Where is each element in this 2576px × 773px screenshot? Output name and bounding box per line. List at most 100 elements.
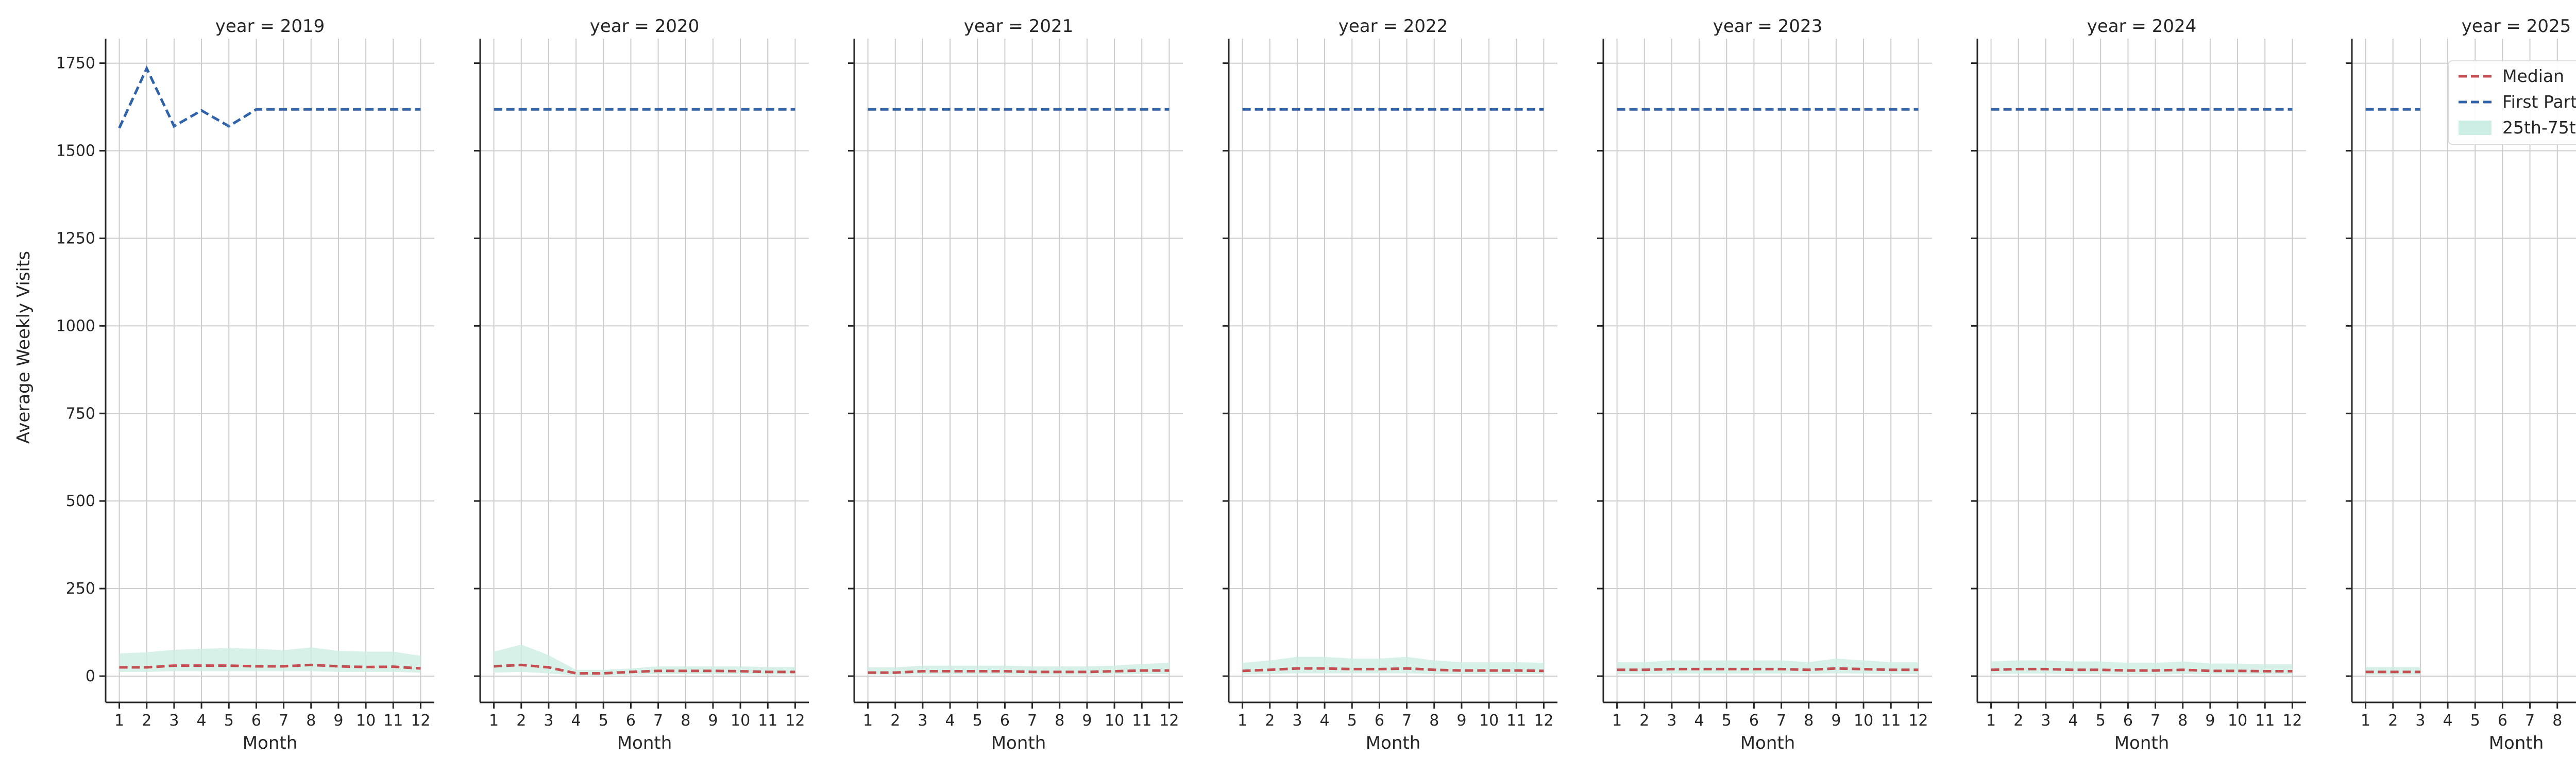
x-tick-label: 8 <box>2552 712 2562 730</box>
x-tick-label: 8 <box>681 712 690 730</box>
x-tick-label: 3 <box>1292 712 1302 730</box>
legend-swatch <box>2459 121 2492 135</box>
x-tick-label: 9 <box>2205 712 2215 730</box>
x-tick-label: 11 <box>758 712 777 730</box>
x-tick-label: 2 <box>516 712 526 730</box>
x-tick-label: 10 <box>1105 712 1124 730</box>
x-tick-label: 4 <box>1694 712 1704 730</box>
y-tick-label: 250 <box>66 580 95 598</box>
x-tick-label: 6 <box>626 712 636 730</box>
x-tick-label: 9 <box>333 712 343 730</box>
panel-title: year = 2019 <box>215 16 325 37</box>
x-tick-label: 11 <box>2255 712 2275 730</box>
percentile-band <box>119 647 421 673</box>
median-line <box>1242 667 1544 673</box>
x-axis-label: Month <box>617 733 672 753</box>
percentile-band <box>1991 660 2293 675</box>
x-tick-label: 8 <box>2178 712 2188 730</box>
median-line <box>1617 667 1919 671</box>
y-tick-label: 750 <box>66 405 95 423</box>
median-line <box>119 663 421 670</box>
x-tick-label: 6 <box>251 712 261 730</box>
x-tick-label: 12 <box>785 712 805 730</box>
median-line <box>1991 667 2293 673</box>
x-tick-label: 9 <box>708 712 718 730</box>
x-tick-label: 1 <box>1986 712 1996 730</box>
x-tick-label: 11 <box>1506 712 1526 730</box>
x-tick-label: 10 <box>731 712 750 730</box>
x-tick-label: 2 <box>890 712 900 730</box>
x-tick-label: 6 <box>1749 712 1759 730</box>
x-tick-label: 11 <box>1881 712 1901 730</box>
x-tick-label: 2 <box>2013 712 2023 730</box>
x-tick-label: 2 <box>1639 712 1649 730</box>
x-tick-label: 9 <box>1831 712 1841 730</box>
x-axis-label: Month <box>1740 733 1795 753</box>
x-tick-label: 12 <box>411 712 430 730</box>
percentile-band <box>494 644 795 676</box>
x-tick-label: 12 <box>1159 712 1179 730</box>
x-tick-label: 8 <box>1055 712 1064 730</box>
x-tick-label: 1 <box>2361 712 2370 730</box>
x-tick-label: 6 <box>1375 712 1384 730</box>
x-tick-label: 4 <box>945 712 955 730</box>
x-tick-label: 8 <box>306 712 316 730</box>
x-tick-label: 7 <box>1402 712 1412 730</box>
y-tick-label: 1750 <box>56 55 95 73</box>
x-tick-label: 5 <box>599 712 608 730</box>
x-tick-label: 11 <box>383 712 403 730</box>
panel-title: year = 2022 <box>1338 16 1448 37</box>
x-axis-label: Month <box>2489 733 2544 753</box>
x-axis-label: Month <box>2114 733 2170 753</box>
x-tick-label: 5 <box>2470 712 2480 730</box>
x-tick-label: 8 <box>1429 712 1439 730</box>
x-tick-label: 2 <box>142 712 151 730</box>
x-tick-label: 12 <box>1534 712 1553 730</box>
x-tick-label: 3 <box>2041 712 2050 730</box>
panel-title: year = 2025 <box>2462 16 2571 37</box>
x-tick-label: 12 <box>1908 712 1928 730</box>
x-tick-label: 4 <box>197 712 207 730</box>
x-tick-label: 3 <box>544 712 553 730</box>
x-tick-label: 1 <box>489 712 499 730</box>
y-tick-label: 1500 <box>56 142 95 160</box>
x-tick-label: 3 <box>1667 712 1676 730</box>
x-tick-label: 4 <box>2069 712 2078 730</box>
x-tick-label: 8 <box>1804 712 1814 730</box>
y-tick-label: 1000 <box>56 317 95 335</box>
x-tick-label: 7 <box>2150 712 2160 730</box>
y-tick-label: 500 <box>66 492 95 510</box>
x-tick-label: 10 <box>356 712 376 730</box>
panel-title: year = 2020 <box>590 16 699 37</box>
x-tick-label: 7 <box>2525 712 2535 730</box>
panel-title: year = 2024 <box>2087 16 2196 37</box>
x-tick-label: 7 <box>1027 712 1037 730</box>
legend-label: First Party Median <box>2502 92 2576 112</box>
legend-label: 25th-75th Percentile <box>2502 117 2576 138</box>
percentile-band <box>1617 659 1919 674</box>
x-tick-label: 10 <box>1854 712 1873 730</box>
x-tick-label: 7 <box>279 712 289 730</box>
legend: Median First Party Median 25th-75th Percen… <box>2448 60 2576 145</box>
x-tick-label: 12 <box>2282 712 2302 730</box>
x-tick-label: 3 <box>918 712 927 730</box>
median-line <box>494 663 795 675</box>
x-axis-label: Month <box>991 733 1046 753</box>
panel-title: year = 2021 <box>964 16 1073 37</box>
y-tick-label: 1250 <box>56 229 95 247</box>
x-axis-label: Month <box>243 733 298 753</box>
x-tick-label: 5 <box>1347 712 1357 730</box>
x-tick-label: 5 <box>2096 712 2106 730</box>
median-line <box>868 669 1170 674</box>
x-tick-label: 10 <box>1479 712 1499 730</box>
x-tick-label: 5 <box>973 712 982 730</box>
x-tick-label: 6 <box>2123 712 2133 730</box>
x-tick-label: 2 <box>1265 712 1275 730</box>
